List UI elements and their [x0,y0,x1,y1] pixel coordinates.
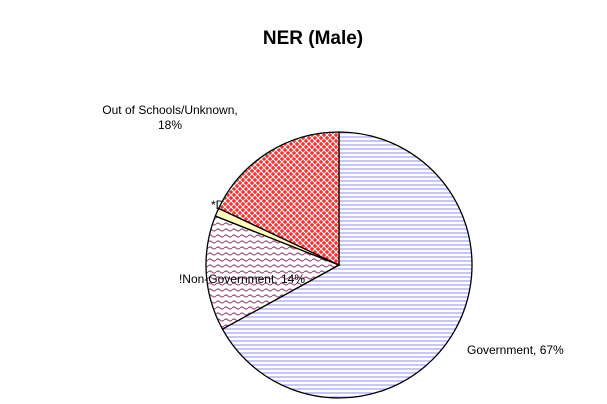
data-label: Government, 67% [467,343,564,357]
data-label: Out of Schools/Unknown, 18% [102,103,237,132]
chart-title: NER (Male) [263,28,363,49]
pie-slice [217,131,340,267]
pie-slice [205,215,341,330]
data-label: !Non-Government, 14% [179,272,305,286]
pie-slice [221,131,473,399]
